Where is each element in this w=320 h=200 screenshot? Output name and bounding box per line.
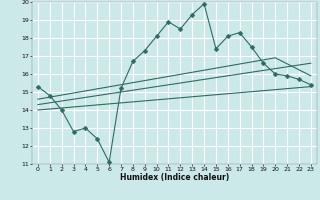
X-axis label: Humidex (Indice chaleur): Humidex (Indice chaleur)	[120, 173, 229, 182]
